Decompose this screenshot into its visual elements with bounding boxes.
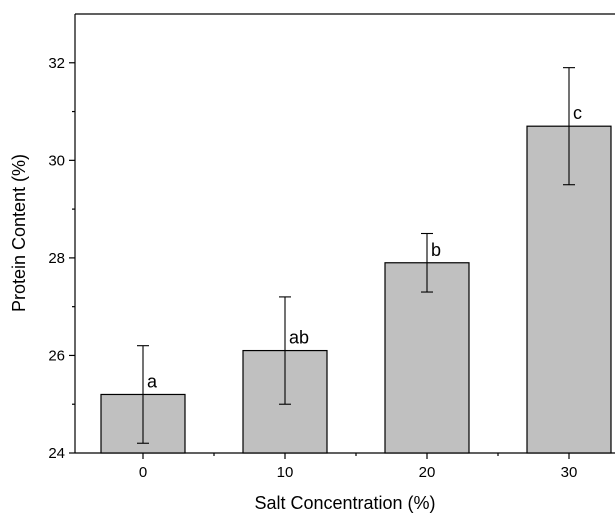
y-axis-ticks: 24 26 28 30 32 (48, 55, 75, 462)
y-tick-label: 26 (48, 347, 65, 364)
significance-label: ab (289, 328, 309, 348)
y-tick-label: 28 (48, 250, 65, 267)
y-tick-label: 30 (48, 152, 65, 169)
x-tick-label: 20 (419, 464, 436, 481)
significance-label: c (573, 103, 582, 123)
x-axis-title: Salt Concentration (%) (254, 493, 435, 513)
y-tick-label: 24 (48, 445, 65, 462)
x-tick-label: 10 (277, 464, 294, 481)
y-tick-label: 32 (48, 55, 65, 72)
error-bars-group (137, 67, 575, 444)
bars-group (100, 125, 612, 454)
x-axis-ticks: 0 10 20 30 (139, 453, 578, 481)
x-tick-label: 0 (139, 464, 147, 481)
x-tick-label: 30 (561, 464, 578, 481)
y-axis-title: Protein Content (%) (9, 154, 29, 312)
significance-label: a (147, 371, 158, 391)
significance-labels-group: a ab b c (147, 103, 582, 391)
bar (384, 262, 470, 454)
significance-label: b (431, 240, 441, 260)
